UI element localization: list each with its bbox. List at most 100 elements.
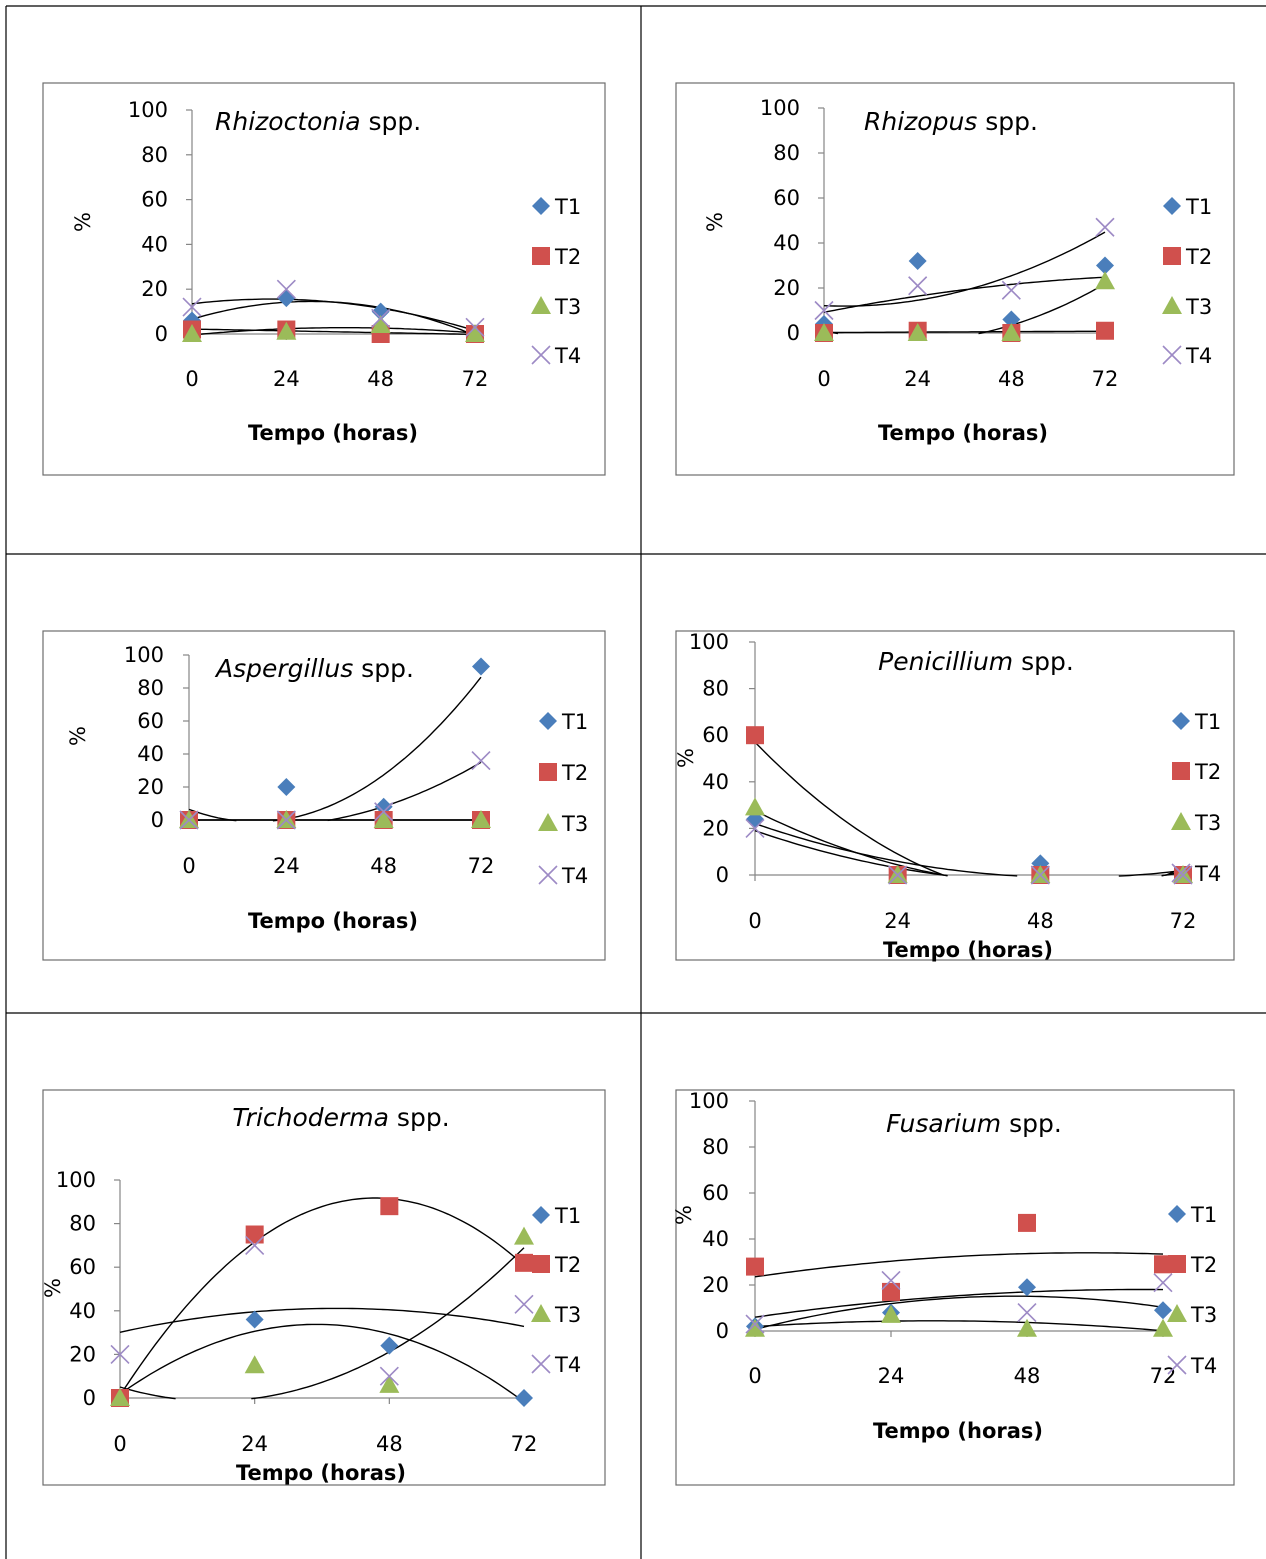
data-point-t3 <box>465 324 485 342</box>
data-point-t4 <box>1030 865 1050 885</box>
data-point-t4 <box>371 308 391 328</box>
chart-frame <box>675 1089 1235 1486</box>
data-point-t4 <box>276 279 296 299</box>
legend-marker-t3 <box>1171 812 1191 830</box>
data-point-t4 <box>471 751 491 771</box>
y-tick-label: 80 <box>141 143 168 167</box>
data-point-t1 <box>472 657 490 676</box>
y-tick-label: 0 <box>716 1319 729 1343</box>
data-point-t3 <box>745 1318 765 1337</box>
y-tick-label: 0 <box>83 1386 96 1410</box>
data-point-t3 <box>370 315 391 334</box>
x-tick-label: 72 <box>511 1432 538 1456</box>
data-point-t4 <box>276 810 296 830</box>
y-tick-label: 100 <box>689 630 729 654</box>
y-tick-label: 80 <box>773 141 800 165</box>
legend-label-t1: T1 <box>554 195 581 219</box>
legend-label-t3: T3 <box>561 812 588 836</box>
y-tick-label: 40 <box>702 1227 729 1251</box>
legend-label-t2: T2 <box>1190 1253 1217 1277</box>
chart-title-genus: Penicillium <box>878 647 1013 676</box>
trendline-t1 <box>119 1323 520 1399</box>
chart-title: Fusarium spp. <box>886 1109 1062 1138</box>
x-tick-label: 0 <box>817 367 830 391</box>
data-point-t3 <box>182 324 202 342</box>
y-tick-label: 20 <box>69 1342 96 1366</box>
y-tick-label: 0 <box>155 322 168 346</box>
legend-marker-t3 <box>531 296 551 314</box>
x-tick-label: 72 <box>1150 1364 1177 1388</box>
x-tick-label: 48 <box>998 367 1025 391</box>
y-tick-label: 20 <box>702 1273 729 1297</box>
y-axis-label: % <box>41 1278 65 1298</box>
trendline-t3 <box>191 327 476 336</box>
data-point-t3 <box>1001 323 1022 341</box>
data-point-t4 <box>1153 1273 1173 1293</box>
y-tick-label: 40 <box>702 770 729 794</box>
y-axis-label: % <box>703 212 727 232</box>
data-point-t3 <box>1153 1318 1173 1337</box>
legend-marker-t2 <box>1172 762 1190 780</box>
x-tick-label: 72 <box>468 854 495 878</box>
y-tick-label: 100 <box>689 1089 729 1113</box>
data-point-t4 <box>514 1294 534 1314</box>
x-tick-label: 24 <box>273 367 300 391</box>
legend-marker-t3 <box>1162 296 1182 314</box>
x-tick-label: 48 <box>1027 909 1054 933</box>
y-tick-label: 100 <box>760 96 800 120</box>
data-point-t4 <box>814 300 834 321</box>
chart-title-suffix: spp. <box>389 1103 450 1132</box>
legend-label-t2: T2 <box>554 245 581 269</box>
x-tick-label: 72 <box>1092 367 1119 391</box>
x-tick-label: 0 <box>182 854 195 878</box>
x-tick-label: 72 <box>1170 909 1197 933</box>
y-tick-label: 80 <box>702 1135 729 1159</box>
data-point-t1 <box>277 778 296 796</box>
legend-marker-t4 <box>538 865 558 885</box>
legend-label-t3: T3 <box>1190 1303 1217 1327</box>
data-point-t3 <box>514 1226 534 1245</box>
x-tick-label: 24 <box>904 367 931 391</box>
data-point-t2 <box>380 1197 399 1216</box>
legend-marker-t1 <box>539 712 557 730</box>
chart-frame <box>42 82 606 476</box>
legend-marker-t2 <box>1163 247 1181 265</box>
legend-marker-t3 <box>531 1304 551 1322</box>
trendline-t2 <box>192 328 475 336</box>
chart-title: Rhizoctonia spp. <box>215 107 421 136</box>
y-tick-label: 40 <box>773 231 800 255</box>
y-tick-label: 60 <box>69 1255 96 1279</box>
legend-label-t2: T2 <box>561 761 588 785</box>
chart-title-genus: Aspergillus <box>214 654 353 683</box>
chart-title-genus: Rhizopus <box>864 107 977 136</box>
data-point-t3 <box>244 1355 265 1374</box>
data-point-t3 <box>379 1374 400 1393</box>
data-point-t2 <box>746 1257 764 1276</box>
chart-title: Penicillium spp. <box>878 647 1074 676</box>
legend-label-t3: T3 <box>554 1303 581 1327</box>
trendline-t4 <box>754 1288 1163 1318</box>
legend-marker-t4 <box>1162 345 1182 365</box>
chart-title-suffix: spp. <box>1001 1109 1062 1138</box>
y-tick-label: 20 <box>141 277 168 301</box>
legend-label-t4: T4 <box>554 1353 581 1377</box>
data-point-t3 <box>745 797 765 816</box>
y-tick-label: 80 <box>137 676 164 700</box>
chart-aspergillus: 0 20 40 60 80 100 0 24 48 72 Tempo (horas)% Aspergi… <box>42 630 606 961</box>
y-tick-label: 100 <box>56 1168 96 1192</box>
data-point-t3 <box>110 1388 130 1406</box>
legend-label-t3: T3 <box>1194 811 1221 835</box>
trendline-t4 <box>823 231 1106 307</box>
data-point-t1 <box>1096 256 1114 275</box>
x-tick-label: 0 <box>113 1432 126 1456</box>
legend-label-t4: T4 <box>561 864 588 888</box>
chart-fusarium: 0 20 40 60 80 100 0 24 48 72 Tempo (horas)% Fusariu… <box>672 1089 1235 1486</box>
data-point-t4 <box>1001 280 1021 300</box>
data-point-t3 <box>373 810 394 828</box>
data-point-t4 <box>745 1314 765 1334</box>
y-tick-label: 80 <box>702 677 729 701</box>
x-tick-label: 72 <box>462 367 489 391</box>
data-point-t1 <box>1154 1301 1172 1320</box>
data-point-t4 <box>881 1270 901 1290</box>
